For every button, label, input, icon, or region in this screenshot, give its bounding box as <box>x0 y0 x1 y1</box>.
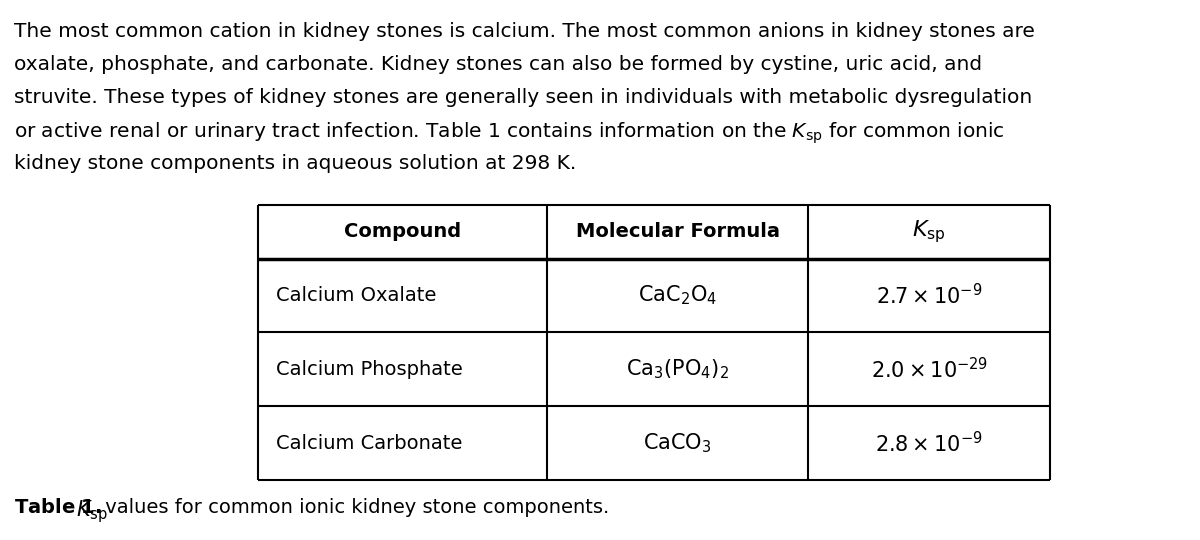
Text: Compound: Compound <box>344 222 461 241</box>
Text: The most common cation in kidney stones is calcium. The most common anions in ki: The most common cation in kidney stones … <box>14 22 1034 41</box>
Text: Calcium Phosphate: Calcium Phosphate <box>276 360 463 379</box>
Text: $2.7 \times 10^{-9}$: $2.7 \times 10^{-9}$ <box>876 283 983 308</box>
Text: $\mathrm{CaC_2O_4}$: $\mathrm{CaC_2O_4}$ <box>638 284 718 307</box>
Text: Molecular Formula: Molecular Formula <box>576 222 780 241</box>
Text: $\mathit{K}_{\mathrm{sp}}$: $\mathit{K}_{\mathrm{sp}}$ <box>912 218 946 245</box>
Text: $2.0 \times 10^{-29}$: $2.0 \times 10^{-29}$ <box>871 357 988 382</box>
Text: kidney stone components in aqueous solution at 298 K.: kidney stone components in aqueous solut… <box>14 154 576 173</box>
Text: $2.8 \times 10^{-9}$: $2.8 \times 10^{-9}$ <box>876 430 983 456</box>
Text: $\mathrm{Ca_3(PO_4)_2}$: $\mathrm{Ca_3(PO_4)_2}$ <box>626 357 730 381</box>
Text: oxalate, phosphate, and carbonate. Kidney stones can also be formed by cystine, : oxalate, phosphate, and carbonate. Kidne… <box>14 55 982 74</box>
Text: Calcium Carbonate: Calcium Carbonate <box>276 434 462 453</box>
Text: $\mathit{K}_{\mathrm{sp}}$: $\mathit{K}_{\mathrm{sp}}$ <box>76 498 108 525</box>
Text: struvite. These types of kidney stones are generally seen in individuals with me: struvite. These types of kidney stones a… <box>14 88 1032 107</box>
Text: $\mathrm{CaCO_3}$: $\mathrm{CaCO_3}$ <box>643 431 712 455</box>
Text: Calcium Oxalate: Calcium Oxalate <box>276 286 437 305</box>
Text: $\mathbf{Table\ 1.}$: $\mathbf{Table\ 1.}$ <box>14 498 102 517</box>
Text: values for common ionic kidney stone components.: values for common ionic kidney stone com… <box>98 498 610 517</box>
Text: or active renal or urinary tract infection. Table 1 contains information on the : or active renal or urinary tract infecti… <box>14 121 1004 146</box>
